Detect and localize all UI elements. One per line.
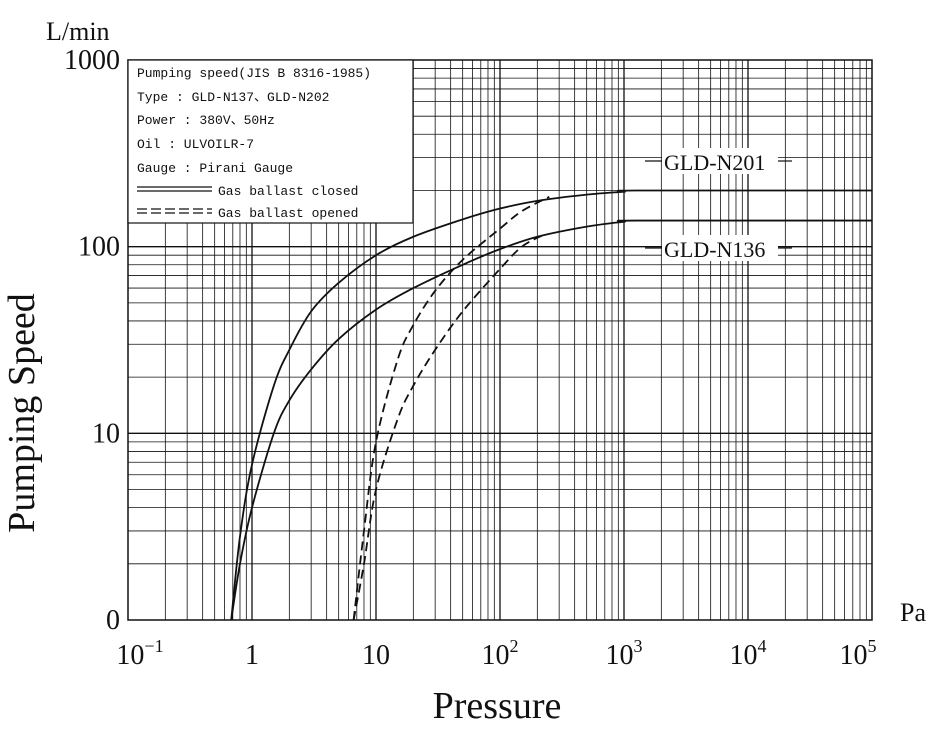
series-line-3: [352, 195, 550, 621]
x-tick-label: 1: [245, 640, 259, 671]
series-line-1: [230, 189, 872, 621]
legend-entry-closed: Gas ballast closed: [218, 184, 358, 199]
y-tick-labels: 0 10 100 1000: [64, 45, 120, 636]
y-tick-label: 1000: [64, 45, 120, 76]
annotation-label-gld-n136: GLD-N136: [664, 237, 765, 262]
series-line-4: [352, 234, 543, 621]
x-tick-label: 103: [606, 636, 643, 671]
x-tick-label: 104: [730, 636, 767, 671]
legend-line-4: Oil : ULVOILR-7: [137, 137, 254, 152]
legend-line-3: Power : 380V、50Hz: [137, 113, 275, 128]
x-tick-label: 105: [840, 636, 877, 671]
plot-frame: [127, 59, 873, 621]
legend-line-5: Gauge : Pirani Gauge: [137, 161, 293, 176]
x-tick-labels: 10−1 1 10 102 103 104 105: [116, 636, 876, 671]
legend-swatch-closed: [137, 186, 212, 192]
x-tick-label: 10: [362, 640, 390, 671]
annotation-label-gld-n201: GLD-N201: [664, 150, 765, 175]
curves: [230, 189, 872, 621]
x-tick-label: 102: [482, 636, 519, 671]
x-tick-label: 10−1: [116, 636, 163, 671]
legend-line-2: Type : GLD-N137、GLD-N202: [137, 90, 329, 105]
y-tick-label: 0: [106, 605, 120, 636]
x-axis-title: Pressure: [433, 685, 562, 727]
y-tick-label: 10: [92, 418, 120, 449]
annotation-gld-n136: GLD-N136: [645, 235, 792, 262]
y-tick-label: 100: [78, 232, 120, 263]
y-unit-label: L/min: [46, 17, 110, 46]
legend-entry-opened: Gas ballast opened: [218, 206, 358, 221]
legend-box: [127, 59, 414, 224]
y-axis-title: Pumping Speed: [1, 293, 43, 533]
legend-line-1: Pumping speed(JIS B 8316-1985): [137, 66, 371, 81]
legend-swatch-opened: [137, 208, 212, 214]
legend: Pumping speed(JIS B 8316-1985) Type : GL…: [127, 59, 414, 224]
x-unit-label: Pa: [900, 598, 926, 627]
annotation-gld-n201: GLD-N201: [645, 148, 792, 175]
series-line-2: [230, 219, 872, 621]
